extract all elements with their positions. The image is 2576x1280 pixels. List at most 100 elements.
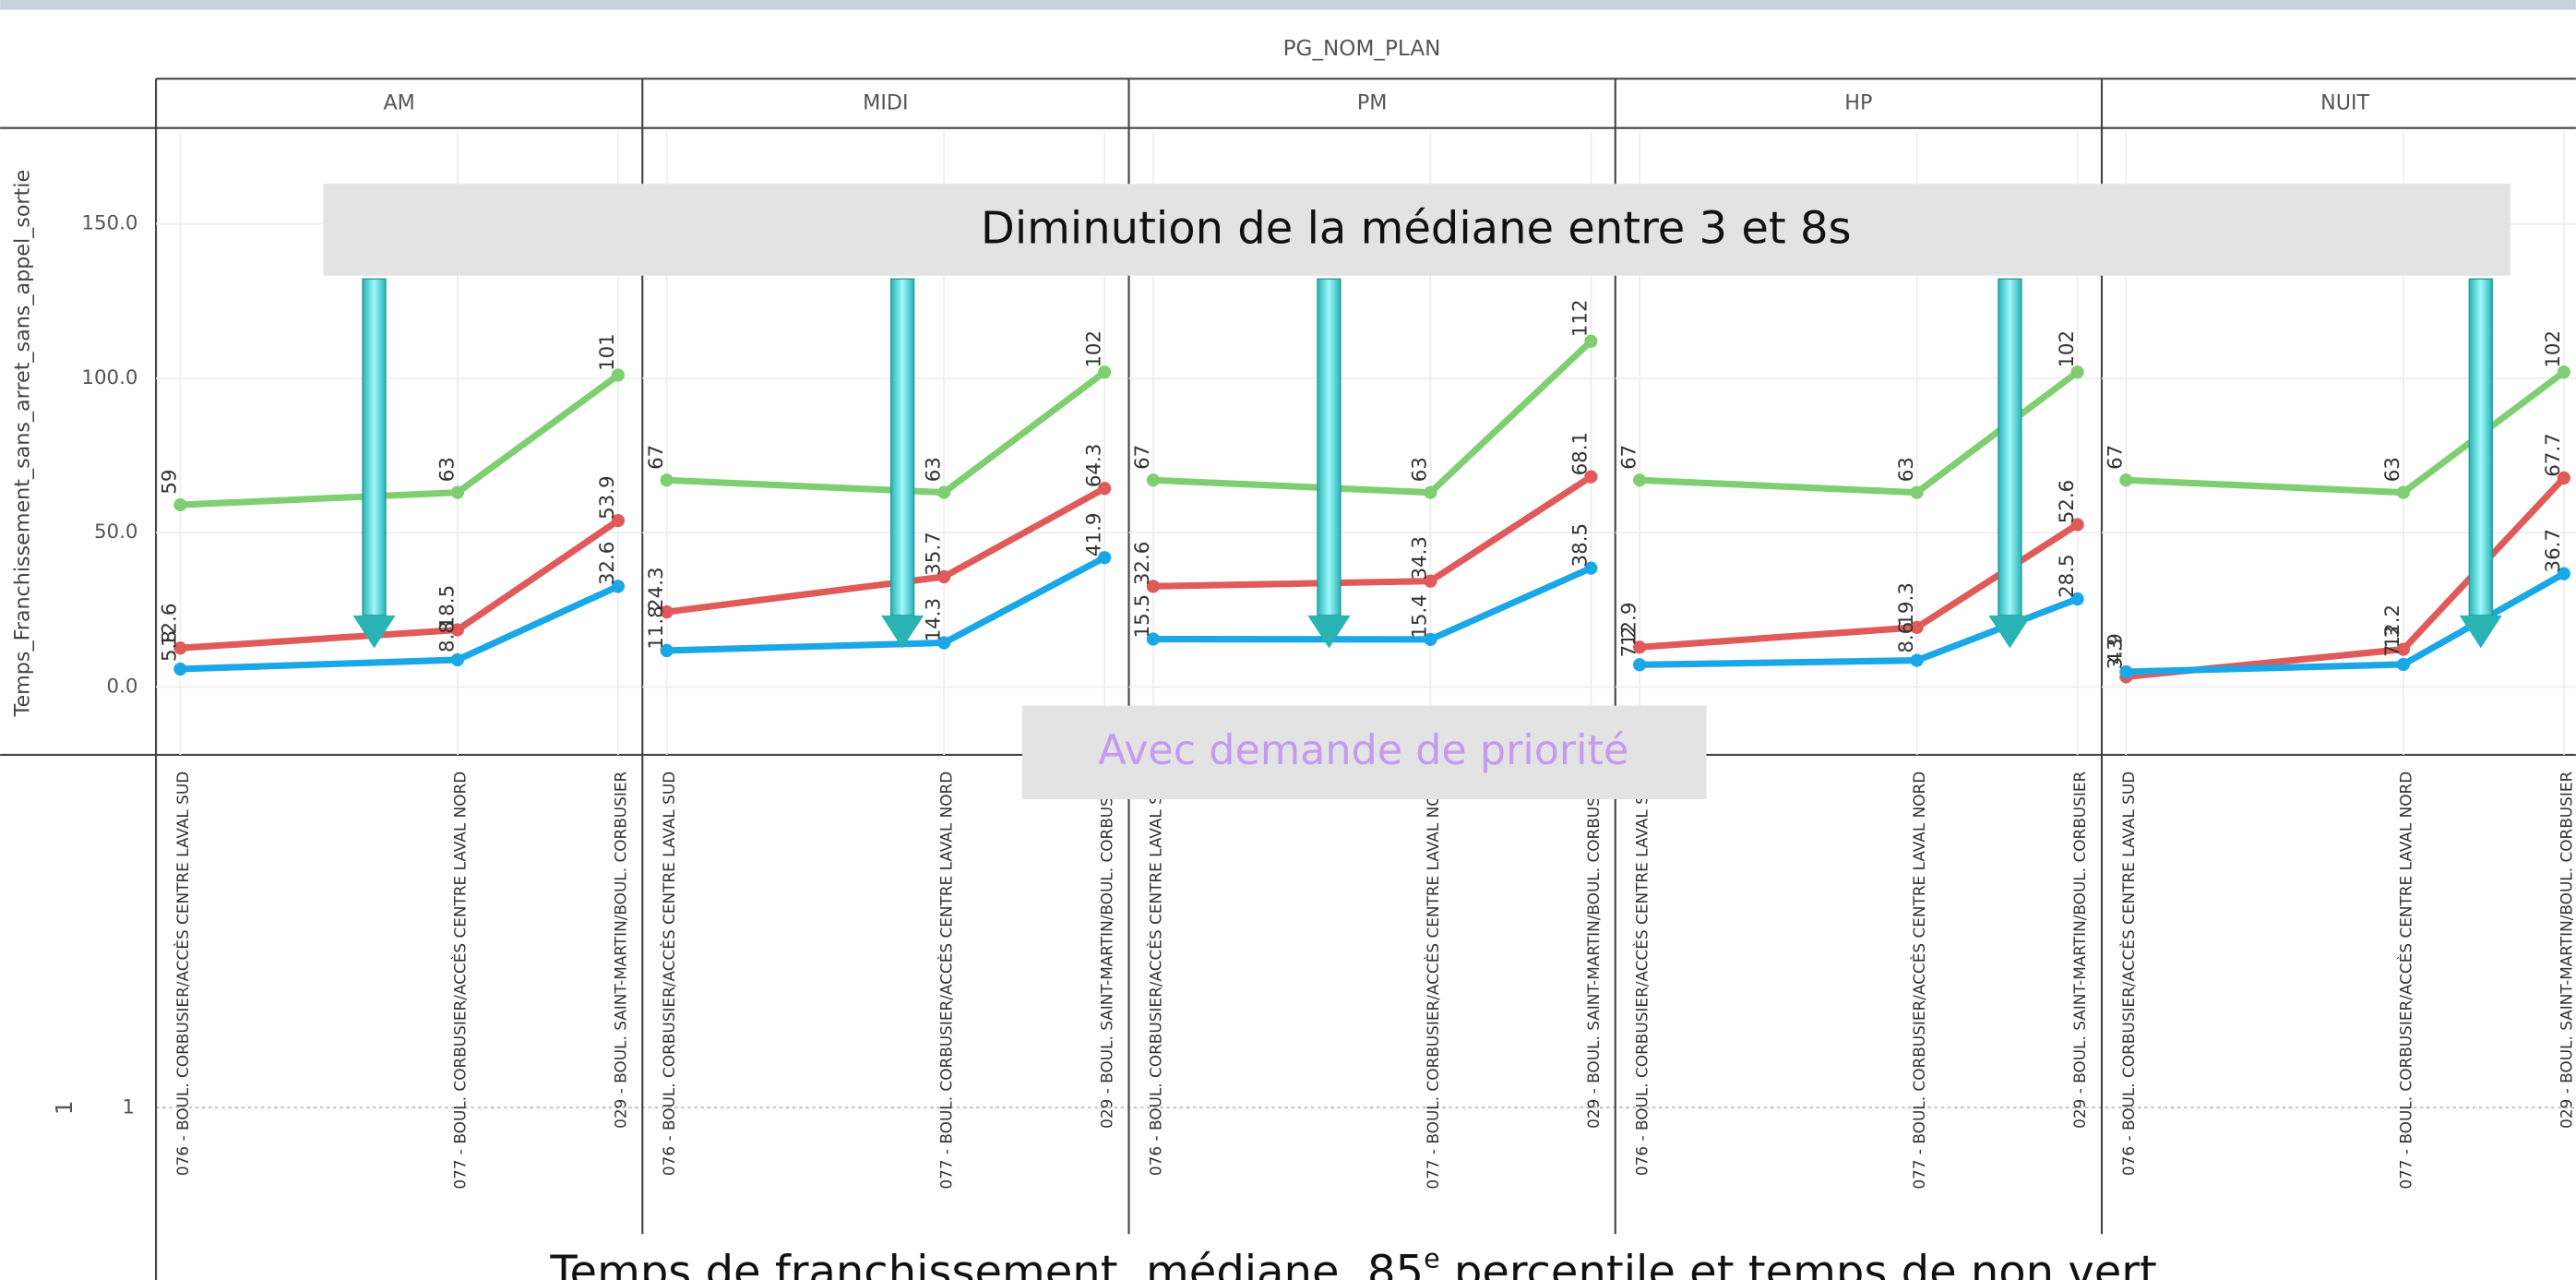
point — [1146, 473, 1160, 487]
arrow-shaft — [1317, 278, 1342, 616]
point — [1584, 561, 1598, 575]
panel-title: AM — [383, 91, 414, 115]
point — [2119, 473, 2133, 487]
row-axis-label: 1 — [122, 1095, 135, 1119]
row-label: 1 — [51, 1100, 78, 1115]
category-label: 029 - BOUL. SAINT-MARTIN/BOUL. CORBUSIER — [1098, 771, 1116, 1128]
point — [2396, 642, 2410, 656]
value-label: 8.8 — [435, 621, 459, 652]
value-label: 5.8 — [159, 630, 182, 662]
value-label: 12.6 — [159, 604, 182, 648]
value-label: 67 — [1617, 445, 1640, 470]
value-label: 12.9 — [1617, 603, 1640, 647]
arrow-shaft — [362, 278, 387, 616]
point — [1633, 473, 1647, 487]
value-label: 67 — [645, 445, 668, 470]
annotations: Diminution de la médiane entre 3 et 8s A… — [323, 184, 2510, 1280]
value-label: 4.9 — [2105, 633, 2128, 664]
point — [1910, 620, 1924, 634]
annotation-box — [475, 1234, 2232, 1280]
category-label: 077 - BOUL. CORBUSIER/ACCÈS CENTRE LAVAL… — [2395, 772, 2415, 1190]
annotation-top: Diminution de la médiane entre 3 et 8s — [981, 203, 1852, 255]
value-label: 53.9 — [596, 475, 619, 520]
point — [2396, 485, 2410, 499]
point — [2557, 365, 2570, 379]
value-label: 7.3 — [2381, 626, 2404, 657]
arrow-head — [1307, 615, 1351, 649]
point — [2119, 664, 2133, 679]
value-label: 14.3 — [922, 598, 945, 642]
point — [611, 513, 626, 528]
point — [2070, 365, 2084, 379]
point — [2396, 657, 2410, 672]
value-label: 12.2 — [2381, 604, 2404, 649]
annotation-middle: Avec demande de priorité — [1098, 727, 1628, 774]
arrow-shaft — [889, 278, 915, 616]
value-label: 63 — [2381, 457, 2404, 482]
point — [1424, 574, 1437, 588]
arrow-head — [881, 615, 924, 649]
point — [450, 485, 465, 499]
point — [1584, 470, 1598, 484]
value-label: 102 — [1082, 330, 1105, 368]
y-axis-title: Temps_Franchissement_sans_arret_sans_app… — [11, 170, 35, 717]
point — [1910, 653, 1924, 667]
category-label: 076 - BOUL. CORBUSIER/ACCÈS CENTRE LAVAL… — [2118, 772, 2138, 1176]
annotation-bottom-sup: e — [1424, 1243, 1439, 1274]
point — [2070, 592, 2084, 606]
category-label: 077 - BOUL. CORBUSIER/ACCÈS CENTRE LAVAL… — [1909, 772, 1928, 1190]
value-label: 67.7 — [2542, 433, 2565, 477]
value-label: 102 — [2542, 330, 2565, 368]
panel: PM 076 - BOUL. CORBUSIER/ACCÈS CENTRE LAV… — [1127, 78, 1616, 1280]
value-label: 63 — [435, 457, 459, 482]
value-label: 35.7 — [922, 532, 945, 576]
category-label: 029 - BOUL. SAINT-MARTIN/BOUL. CORBUSIER — [611, 771, 629, 1128]
value-label: 36.7 — [2542, 529, 2565, 573]
point — [937, 636, 951, 650]
value-label: 38.5 — [1569, 523, 1592, 568]
value-label: 18.5 — [435, 585, 459, 629]
category-label: 076 - BOUL. CORBUSIER/ACCÈS CENTRE LAVAL… — [173, 772, 192, 1176]
panel-title: NUIT — [2320, 91, 2369, 115]
panel: MIDI 076 - BOUL. CORBUSIER/ACCÈS CENTRE L… — [641, 78, 1129, 1280]
arrow-head — [352, 615, 396, 649]
value-label: 15.4 — [1409, 594, 1432, 639]
value-label: 63 — [1895, 457, 1918, 482]
point — [2557, 471, 2570, 485]
value-label: 68.1 — [1569, 432, 1592, 476]
panel: NUIT 076 - BOUL. CORBUSIER/ACCÈS CENTRE L… — [2100, 78, 2576, 1280]
value-label: 32.6 — [596, 542, 619, 586]
value-label: 67 — [1131, 445, 1154, 470]
value-label: 11.8 — [645, 605, 668, 650]
value-label: 19.3 — [1895, 582, 1918, 627]
value-label: 7.2 — [1617, 626, 1640, 657]
value-label: 112 — [1569, 299, 1592, 337]
category-label: 029 - BOUL. SAINT-MARTIN/BOUL. CORBUSIER — [2070, 771, 2089, 1128]
annotation-box — [323, 184, 2510, 276]
point — [173, 641, 187, 655]
value-label: 59 — [159, 470, 182, 495]
point — [450, 652, 465, 667]
y-tick-label: 0.0 — [107, 675, 138, 698]
point — [2557, 567, 2570, 580]
value-label: 34.3 — [1409, 536, 1432, 580]
point — [173, 662, 187, 676]
value-label: 64.3 — [1082, 444, 1105, 488]
category-label: 077 - BOUL. CORBUSIER/ACCÈS CENTRE LAVAL… — [1423, 772, 1442, 1190]
point — [660, 604, 674, 619]
value-label: 28.5 — [2056, 554, 2079, 598]
value-label: 24.3 — [645, 567, 668, 611]
arrow-shaft — [2468, 278, 2493, 616]
arrow-head — [1988, 615, 2032, 649]
category-label: 076 - BOUL. CORBUSIER/ACCÈS CENTRE LAVAL… — [659, 772, 678, 1176]
panel-title: MIDI — [863, 91, 908, 115]
category-label: 029 - BOUL. SAINT-MARTIN/BOUL. CORBUSIER — [1584, 771, 1603, 1128]
y-tick-label: 50.0 — [94, 520, 138, 544]
value-label: 63 — [922, 457, 945, 482]
value-label: 102 — [2056, 330, 2079, 368]
value-label: 8.6 — [1895, 622, 1918, 653]
point — [450, 623, 465, 637]
annotation-bottom-part: Temps de franchissement, médiane, 85 — [549, 1247, 1424, 1280]
panel-title: HP — [1844, 91, 1872, 115]
